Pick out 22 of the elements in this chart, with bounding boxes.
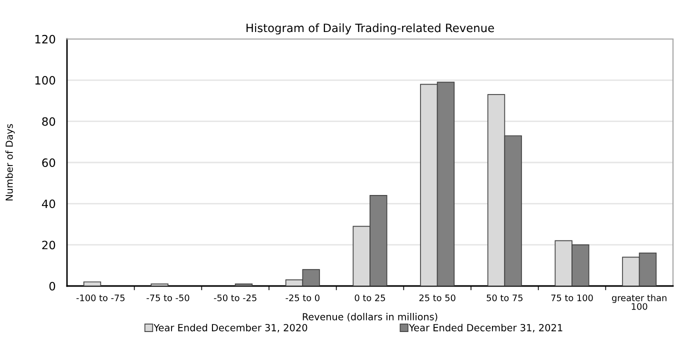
x-tick-label: 25 to 50 — [419, 294, 456, 302]
y-tick-label: 20 — [42, 240, 56, 250]
x-tick-label: 0 to 25 — [354, 294, 385, 302]
x-tick-label: -50 to -25 — [214, 294, 256, 302]
x-tick-label: -100 to -75 — [76, 294, 125, 302]
y-tick-label: 60 — [42, 158, 56, 167]
legend-label: Year Ended December 31, 2020 — [154, 324, 308, 332]
x-axis-title: Revenue (dollars in millions) — [302, 312, 438, 322]
y-tick-label: 80 — [42, 117, 56, 126]
y-tick-label: 100 — [35, 76, 56, 85]
chart-title: Histogram of Daily Trading-related Revenue — [246, 23, 494, 34]
legend-label: Year Ended December 31, 2021 — [408, 324, 562, 332]
x-tick-label: -75 to -50 — [146, 294, 190, 302]
x-tick-label: greater than 100 — [612, 294, 666, 310]
bar — [83, 281, 102, 286]
x-tick-label: -25 to 0 — [286, 294, 320, 302]
x-tick-label: 75 to 100 — [551, 294, 593, 302]
y-tick-label: 0 — [49, 282, 56, 290]
y-axis-title: Number of Days — [5, 124, 15, 200]
y-tick-label: 40 — [42, 200, 56, 208]
x-tick-label: 50 to 75 — [486, 294, 522, 302]
y-tick-label: 120 — [35, 34, 56, 44]
